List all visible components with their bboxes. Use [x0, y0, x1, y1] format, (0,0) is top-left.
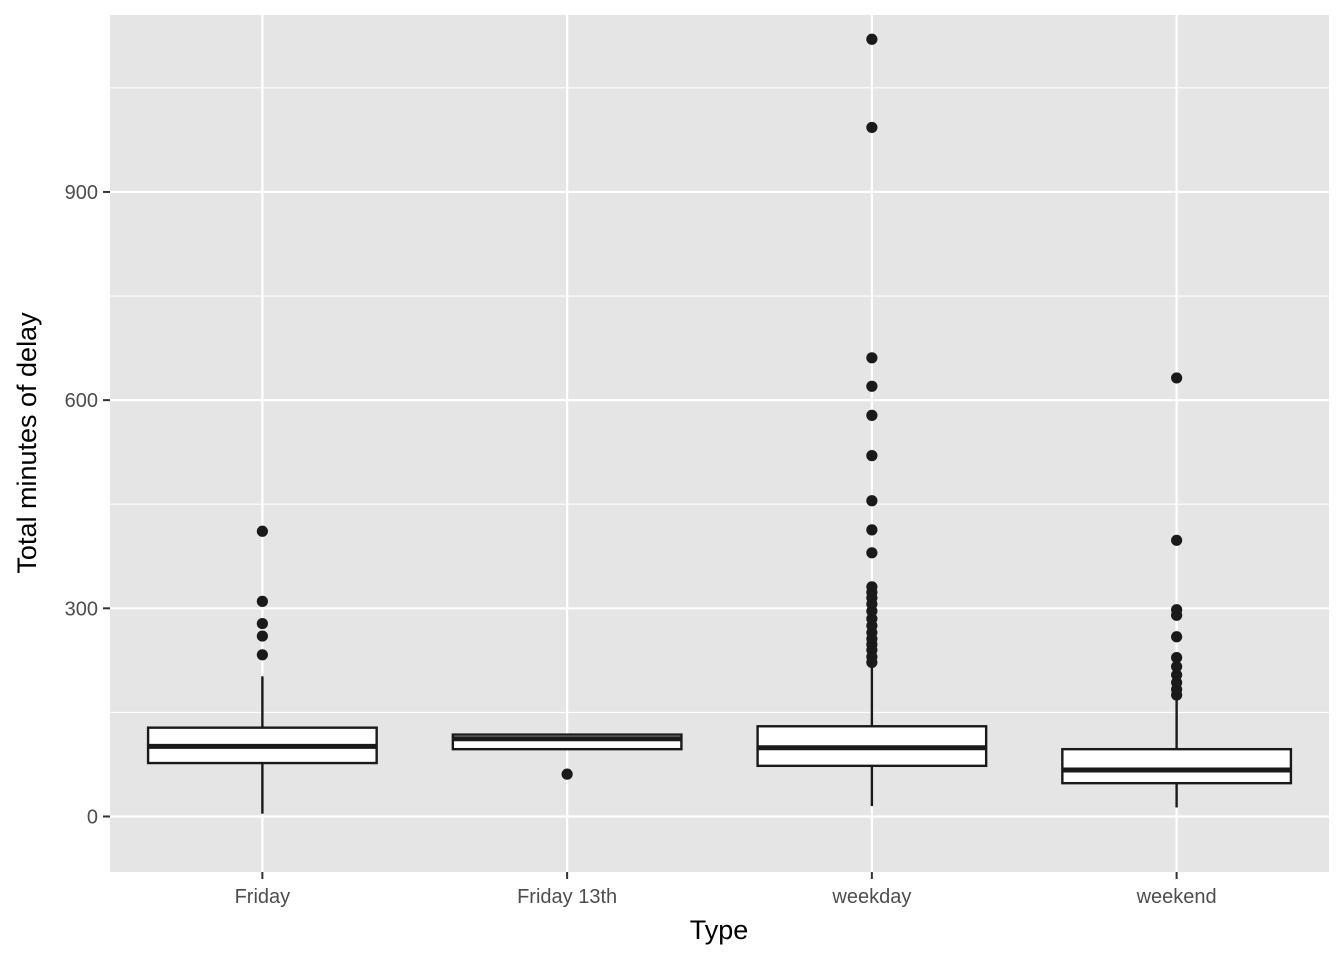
outlier-point [866, 495, 878, 507]
outlier-point [561, 768, 573, 780]
outlier-point [1171, 372, 1183, 384]
x-axis: Friday Friday 13th weekday weekend [235, 872, 1217, 908]
outlier-point [866, 524, 878, 536]
y-axis-title: Total minutes of delay [12, 312, 42, 574]
box-group [146, 525, 378, 814]
outlier-point [866, 409, 878, 421]
y-tick-label: 0 [87, 806, 98, 828]
x-tick-label: weekend [1136, 886, 1217, 908]
outlier-point [1171, 534, 1183, 546]
outlier-point [256, 630, 268, 642]
outlier-point [866, 380, 878, 392]
boxes [146, 33, 1293, 814]
outlier-point [1171, 631, 1183, 643]
box-group [756, 33, 988, 807]
outlier-point [256, 617, 268, 630]
outlier-point [866, 581, 878, 593]
outlier-point [1171, 604, 1183, 616]
outlier-point [866, 352, 878, 364]
outlier-point [866, 450, 878, 462]
x-tick-label: Friday 13th [517, 886, 617, 908]
outlier-point [256, 649, 268, 661]
y-tick-label: 600 [65, 390, 98, 412]
box-group [1061, 372, 1293, 808]
box-iqr [1061, 747, 1293, 785]
y-axis: 0 300 600 900 [65, 182, 110, 828]
y-tick-label: 300 [65, 598, 98, 620]
outlier-point [1171, 660, 1183, 673]
outlier-point [256, 595, 268, 607]
outlier-point [866, 547, 878, 559]
x-tick-label: Friday [235, 886, 291, 908]
outlier-point [866, 33, 878, 45]
box-group [451, 733, 683, 780]
outlier-point [256, 525, 268, 537]
y-tick-label: 900 [65, 182, 98, 204]
x-axis-title: Type [690, 915, 749, 945]
x-tick-label: weekday [831, 886, 911, 908]
outlier-point [866, 121, 878, 134]
outlier-point [1171, 651, 1183, 664]
outlier-point [1171, 669, 1183, 681]
